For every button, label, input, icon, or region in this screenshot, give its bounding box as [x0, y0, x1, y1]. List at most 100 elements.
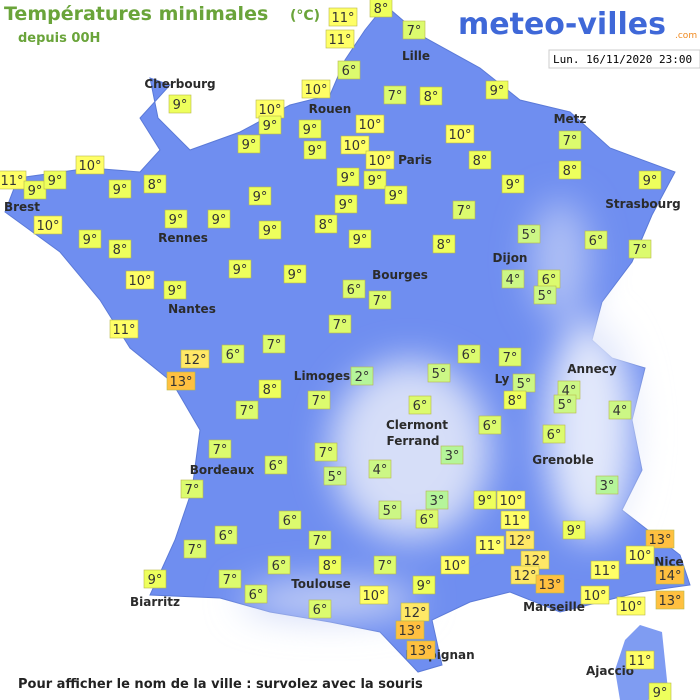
- temp-label: 6°: [408, 395, 432, 415]
- temp-text: 6°: [542, 273, 557, 288]
- temp-box: [235, 400, 259, 420]
- temp-box: [419, 86, 443, 106]
- temp-text: 4°: [613, 404, 628, 419]
- temp-text: 12°: [508, 534, 531, 549]
- temp-box: [163, 280, 187, 300]
- temp-text: 9°: [643, 174, 658, 189]
- temp-label: 4°: [501, 269, 525, 289]
- temp-text: 10°: [619, 600, 642, 615]
- temp-box: [485, 80, 509, 100]
- temp-label: 9°: [412, 575, 436, 595]
- temp-text: 11°: [328, 33, 351, 48]
- temp-label: 10°: [580, 585, 610, 605]
- temp-box: [475, 535, 505, 555]
- temp-text: 8°: [113, 243, 128, 258]
- temp-text: 9°: [173, 98, 188, 113]
- temp-box: [440, 555, 470, 575]
- city-name: Ferrand: [387, 434, 440, 448]
- temp-text: 8°: [473, 154, 488, 169]
- temp-box: [208, 439, 232, 459]
- temp-label: 9°: [164, 209, 188, 229]
- temp-text: 11°: [478, 539, 501, 554]
- temp-box: [473, 490, 497, 510]
- temp-box: [218, 569, 242, 589]
- temp-text: 9°: [28, 184, 43, 199]
- temp-box: [655, 590, 685, 610]
- temp-text: 6°: [347, 283, 362, 298]
- temp-text: 11°: [503, 514, 526, 529]
- temp-text: 6°: [219, 529, 234, 544]
- temp-label: 10°: [301, 79, 331, 99]
- temp-box: [558, 160, 582, 180]
- temp-text: 13°: [169, 375, 192, 390]
- temp-text: 6°: [313, 603, 328, 618]
- temp-box: [498, 347, 522, 367]
- temp-text: 11°: [0, 174, 23, 189]
- temp-text: 9°: [83, 233, 98, 248]
- temp-box: [638, 170, 662, 190]
- brand: meteo-villes: [458, 7, 666, 42]
- temp-text: 11°: [593, 564, 616, 579]
- temp-label: 8°: [503, 390, 527, 410]
- brand-suffix: .com: [675, 31, 697, 41]
- temp-box: [267, 555, 291, 575]
- temp-text: 9°: [169, 213, 184, 228]
- temp-box: [334, 194, 358, 214]
- temp-text: 7°: [185, 483, 200, 498]
- temp-text: 6°: [589, 234, 604, 249]
- temp-label: 7°: [368, 290, 392, 310]
- temp-label: 3°: [440, 445, 464, 465]
- temp-box: [183, 539, 207, 559]
- temp-label: 2°: [350, 366, 374, 386]
- temp-box: [323, 466, 347, 486]
- temp-label: 9°: [78, 229, 102, 249]
- temp-box: [350, 366, 374, 386]
- temp-box: [258, 379, 282, 399]
- temp-label: 9°: [562, 520, 586, 540]
- temp-box: [237, 134, 261, 154]
- temp-text: 6°: [269, 459, 284, 474]
- city-name: Lille: [402, 49, 430, 63]
- city-names: Cherbourg Rouen Lille Paris Metz Brest Rennes S…: [4, 49, 684, 678]
- temp-box: [301, 79, 331, 99]
- temp-label: 13°: [395, 620, 425, 640]
- temp-box: [645, 529, 675, 549]
- temp-label: 6°: [267, 555, 291, 575]
- subtitle: depuis 00H: [18, 31, 100, 46]
- temp-text: 9°: [168, 284, 183, 299]
- city-name: Nantes: [168, 302, 216, 316]
- temp-text: 9°: [263, 224, 278, 239]
- temp-box: [258, 115, 282, 135]
- temp-box: [427, 363, 451, 383]
- temp-text: 9°: [490, 84, 505, 99]
- temp-box: [166, 371, 196, 391]
- temp-text: 10°: [304, 83, 327, 98]
- temp-label: 6°: [244, 584, 268, 604]
- temp-text: 9°: [567, 524, 582, 539]
- temp-box: [143, 569, 167, 589]
- temp-label: 6°: [584, 230, 608, 250]
- temp-label: 6°: [537, 269, 561, 289]
- temp-label: 6°: [415, 509, 439, 529]
- temp-label: 8°: [314, 214, 338, 234]
- temp-text: 9°: [288, 268, 303, 283]
- temp-label: 7°: [373, 555, 397, 575]
- temp-label: 12°: [510, 565, 540, 585]
- temp-text: 10°: [448, 128, 471, 143]
- temp-label: 7°: [402, 20, 426, 40]
- temp-text: 9°: [48, 174, 63, 189]
- temp-text: 7°: [503, 351, 518, 366]
- temp-box: [355, 114, 385, 134]
- temp-box: [108, 239, 132, 259]
- temp-label: 10°: [616, 596, 646, 616]
- temp-text: 10°: [368, 154, 391, 169]
- temp-text: 9°: [653, 686, 668, 700]
- temp-box: [283, 264, 307, 284]
- temp-label: 11°: [475, 535, 505, 555]
- temp-box: [445, 124, 475, 144]
- temp-label: 9°: [638, 170, 662, 190]
- temp-label: 11°: [109, 319, 139, 339]
- city-name: Bourges: [372, 268, 428, 282]
- temp-text: 7°: [240, 404, 255, 419]
- temp-text: 8°: [563, 164, 578, 179]
